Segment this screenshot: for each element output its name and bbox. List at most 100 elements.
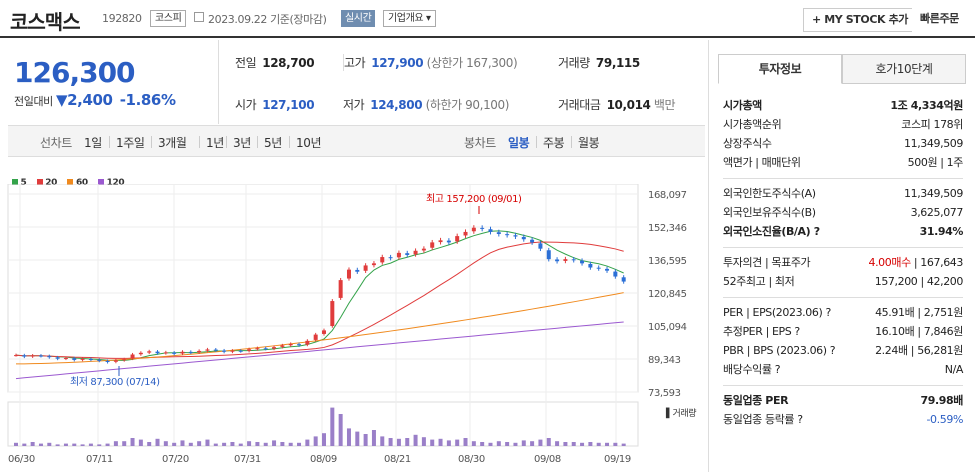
info-value: 500원 | 1주: [907, 156, 964, 169]
stock-chart[interactable]: 168,097 152,346 136,595 120,845 105,094 89,34…: [0, 184, 705, 472]
x-tick-label: 08/09: [310, 454, 337, 465]
candle: [471, 227, 476, 232]
volume-bar: [272, 440, 277, 446]
candle: [313, 334, 318, 340]
candle: [155, 351, 160, 354]
volume-bar: [421, 437, 426, 446]
candle: [480, 227, 485, 229]
tab-orderbook[interactable]: 호가10단계: [842, 54, 966, 84]
quick-order-button[interactable]: 빠른주문: [912, 8, 967, 32]
period-3m[interactable]: 3개월: [158, 136, 187, 150]
info-row: 외국인소진율(B/A) ? 31.94%: [723, 223, 963, 241]
line-chart-label[interactable]: 선차트: [40, 136, 72, 150]
candle: [205, 349, 210, 351]
info-row: 외국인한도주식수(A) 11,349,509: [723, 185, 963, 203]
volume-bar: [130, 438, 135, 446]
stock-name: 코스맥스: [10, 10, 81, 34]
period-10y[interactable]: 10년: [296, 136, 322, 150]
candle: [197, 350, 202, 353]
volume-bar: [621, 443, 626, 446]
volume-bar: [405, 438, 410, 446]
info-label: 액면가 | 매매단위: [723, 156, 801, 169]
period-1d[interactable]: 1일: [84, 136, 102, 150]
info-label: 동일업종 등락률 ?: [723, 413, 803, 426]
volume-bar: [188, 442, 193, 446]
info-value: 31.94%: [919, 225, 964, 238]
volume-bar: [605, 442, 610, 446]
info-value: 1조 4,334억원: [890, 99, 963, 112]
volume-bar: [38, 443, 43, 446]
price-change: 전일대비 ▼2,400 -1.86%: [14, 91, 176, 109]
volume-bar: [430, 439, 435, 446]
volume-bar: [555, 441, 560, 446]
info-value: 4.00매수 | 167,643: [868, 256, 963, 269]
volume-bar: [596, 442, 601, 446]
volume-bar: [613, 442, 618, 446]
volume-bar: [538, 439, 543, 446]
info-label: 외국인소진율(B/A) ?: [723, 225, 820, 238]
company-info-dropdown[interactable]: 기업개요 ▾: [383, 10, 436, 27]
candle: [172, 352, 177, 354]
volume-bar: [280, 442, 285, 446]
candle: [330, 301, 335, 326]
volume-bar: [455, 439, 460, 446]
open-price: 127,100: [262, 98, 315, 112]
prev-close: 128,700: [262, 56, 315, 70]
volume-bar: [471, 441, 476, 446]
candle: [421, 248, 426, 251]
ma-legend: 5 20 60 120: [12, 178, 132, 188]
volume-bar: [155, 438, 160, 446]
info-row: PBR | BPS (2023.06) ? 2.24배 | 56,281원: [723, 342, 963, 360]
candle: [247, 349, 252, 351]
period-3y[interactable]: 3년: [233, 136, 251, 150]
info-value: 코스피 178위: [901, 118, 963, 131]
x-tick-label: 06/30: [8, 454, 35, 465]
high-label: 고가: [344, 56, 366, 70]
x-tick-label: 07/11: [86, 454, 113, 465]
candle: [563, 259, 568, 261]
info-label: 시가총액: [723, 99, 762, 112]
period-5y[interactable]: 5년: [264, 136, 282, 150]
candle-chart-label[interactable]: 봉차트: [464, 136, 496, 150]
volume-bar: [463, 438, 468, 446]
candle: [230, 350, 235, 352]
add-mystock-button[interactable]: + MY STOCK 추가: [803, 8, 918, 32]
volume-bar: [80, 444, 85, 446]
info-value: 16.10배 | 7,846원: [875, 325, 963, 338]
candle: [463, 231, 468, 236]
candle: [338, 280, 343, 298]
candle: [63, 358, 68, 360]
volume-label: ▌거래량: [665, 407, 696, 419]
candle-daily[interactable]: 일봉: [508, 136, 530, 150]
info-row: 52주최고 | 최저 157,200 | 42,200: [723, 273, 963, 291]
info-value: 11,349,509: [904, 137, 963, 150]
info-label: PBR | BPS (2023.06) ?: [723, 344, 836, 357]
period-1w[interactable]: 1주일: [116, 136, 145, 150]
info-value: -0.59%: [926, 413, 963, 426]
candle: [22, 355, 27, 357]
change-percent: -1.86%: [119, 91, 176, 109]
volume-bar: [180, 440, 185, 446]
volume-bar: [355, 431, 360, 446]
candle: [263, 348, 268, 350]
volume-bar: [313, 436, 318, 446]
candle: [47, 356, 52, 358]
candle: [496, 232, 501, 235]
period-1y[interactable]: 1년: [206, 136, 224, 150]
x-tick-label: 08/30: [458, 454, 485, 465]
info-row: 동일업종 PER 79.98배: [723, 392, 963, 410]
candle-weekly[interactable]: 주봉: [543, 136, 565, 150]
stock-header: 코스맥스 192820 코스피 2023.09.22 기준(장마감) 실시간 기…: [0, 0, 975, 38]
candle: [255, 348, 260, 350]
volume-bar: [288, 442, 293, 446]
amount-unit: 백만: [653, 98, 676, 112]
info-label: 외국인보유주식수(B): [723, 206, 816, 219]
tab-investment-info[interactable]: 투자정보: [718, 54, 842, 84]
info-row: 시가총액 1조 4,334억원: [723, 97, 963, 115]
volume-bar: [571, 442, 576, 446]
candle-monthly[interactable]: 월봉: [578, 136, 600, 150]
volume-bar: [322, 433, 326, 446]
candle: [613, 271, 618, 277]
price-summary: 전일 128,700 고가 127,900 (상한가 167,300) 거래량 79,…: [218, 40, 705, 124]
open-label: 시가: [235, 98, 257, 112]
